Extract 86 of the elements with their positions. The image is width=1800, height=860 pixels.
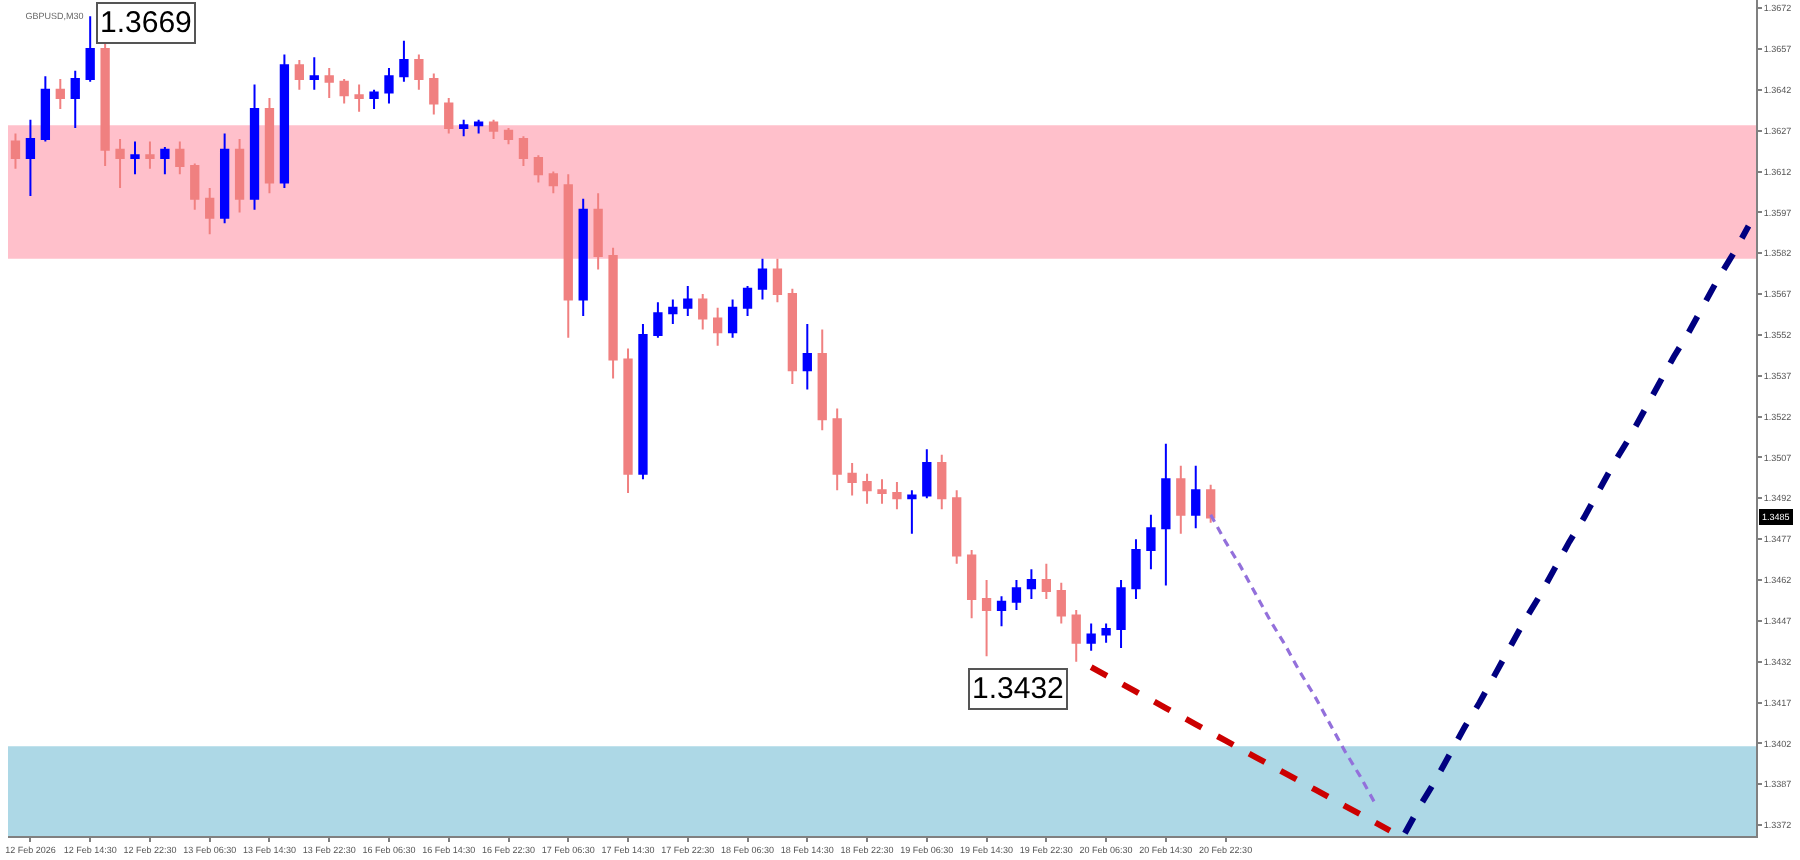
- candlestick: [324, 67, 334, 100]
- candlestick: [952, 489, 962, 565]
- candlestick: [1206, 483, 1216, 524]
- candlestick: [219, 132, 230, 225]
- candlestick: [533, 154, 544, 184]
- candlestick: [25, 118, 36, 198]
- candlestick: [832, 407, 842, 492]
- candlestick: [772, 257, 783, 304]
- candlestick: [145, 140, 155, 170]
- candlestick: [309, 56, 319, 91]
- line-series: [1088, 664, 1393, 834]
- candlestick: [1011, 579, 1022, 611]
- candlestick: [279, 53, 290, 189]
- candlestick: [713, 306, 723, 347]
- candlestick: [429, 72, 439, 116]
- candlestick: [817, 328, 827, 432]
- candlestick: [264, 97, 275, 195]
- candlestick: [593, 192, 603, 271]
- candlestick: [1116, 579, 1126, 650]
- candlestick: [937, 453, 947, 511]
- candlestick: [10, 132, 21, 170]
- candlestick: [473, 118, 484, 135]
- candlestick: [354, 83, 364, 113]
- candlestick: [683, 284, 693, 317]
- candlestick: [444, 97, 454, 135]
- candlestick: [922, 448, 932, 500]
- line-series: [1209, 513, 1377, 805]
- candlestick: [757, 257, 768, 301]
- candlestick: [638, 323, 648, 481]
- candlestick: [1161, 442, 1171, 587]
- candlestick: [503, 126, 514, 146]
- candlestick: [459, 118, 469, 138]
- candlestick: [399, 39, 409, 83]
- candlestick: [369, 88, 379, 110]
- candlestick: [698, 293, 708, 331]
- candlestick: [160, 146, 170, 176]
- candlestick: [294, 58, 304, 91]
- candlestick: [907, 489, 917, 535]
- candlestick: [100, 42, 110, 168]
- line-series: [1401, 223, 1752, 836]
- candlestick: [727, 298, 738, 339]
- candlestick: [190, 162, 200, 211]
- candlestick: [1071, 608, 1081, 663]
- candlestick: [1101, 622, 1111, 644]
- candlestick: [862, 472, 872, 505]
- candlestick: [130, 140, 140, 176]
- candlestick: [653, 301, 663, 339]
- candlestick: [1056, 581, 1066, 625]
- candlestick: [847, 461, 857, 497]
- candlestick: [40, 75, 51, 143]
- candlestick: [518, 135, 529, 168]
- candlestick: [55, 77, 65, 110]
- candlestick: [175, 140, 185, 176]
- annotation: 1.3432: [972, 672, 1064, 706]
- candlestick: [1041, 562, 1051, 601]
- candlestick: [787, 287, 798, 385]
- candlestick: [981, 579, 992, 658]
- candlestick: [205, 186, 215, 236]
- candlestick: [578, 197, 588, 317]
- candlestick: [996, 595, 1007, 628]
- candlestick: [85, 15, 95, 83]
- candlestick: [115, 137, 125, 189]
- candlestick: [742, 284, 753, 317]
- candlestick: [1131, 538, 1141, 601]
- candlestick: [70, 69, 80, 129]
- candlestick: [249, 83, 260, 211]
- candlestick: [623, 347, 633, 494]
- candlestick: [802, 323, 812, 391]
- candlestick: [548, 170, 558, 195]
- candlestick: [1146, 513, 1156, 571]
- candlestick: [1086, 622, 1096, 652]
- candlestick: [234, 137, 245, 214]
- candlestick: [892, 481, 902, 511]
- candlestick: [414, 53, 424, 91]
- candlestick: [877, 478, 887, 505]
- candlestick: [1176, 464, 1186, 535]
- annotation: 1.3669: [100, 6, 192, 40]
- candlestick: [1026, 568, 1037, 601]
- candlestick: [488, 118, 499, 140]
- candlestick: [563, 173, 573, 339]
- candlestick: [339, 77, 349, 105]
- candlestick: [668, 298, 678, 326]
- candlestick: [1191, 464, 1201, 530]
- candlestick: [966, 549, 977, 620]
- candlestick: [384, 67, 394, 105]
- candlestick: [608, 246, 618, 380]
